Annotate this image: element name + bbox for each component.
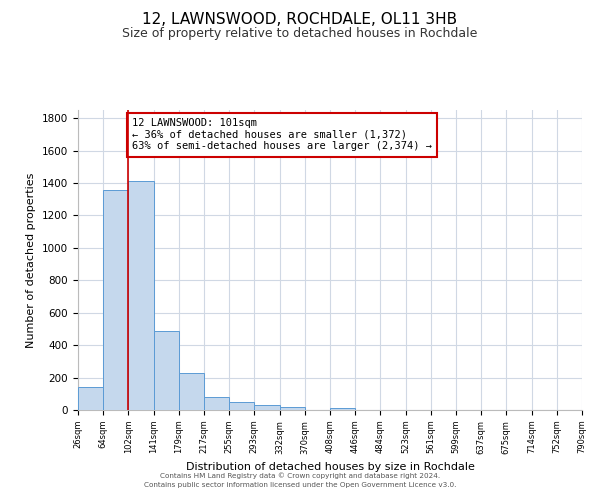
Bar: [254, 405, 280, 410]
Bar: [280, 407, 305, 410]
Text: Contains HM Land Registry data © Crown copyright and database right 2024.
Contai: Contains HM Land Registry data © Crown c…: [144, 472, 456, 488]
Bar: [103, 190, 128, 410]
X-axis label: Distribution of detached houses by size in Rochdale: Distribution of detached houses by size …: [185, 462, 475, 472]
Text: Size of property relative to detached houses in Rochdale: Size of property relative to detached ho…: [122, 28, 478, 40]
Bar: [78, 388, 103, 410]
Bar: [154, 330, 179, 410]
Bar: [330, 408, 355, 410]
Bar: [179, 372, 204, 410]
Bar: [229, 402, 254, 410]
Bar: [128, 180, 154, 410]
Y-axis label: Number of detached properties: Number of detached properties: [26, 172, 37, 348]
Text: 12, LAWNSWOOD, ROCHDALE, OL11 3HB: 12, LAWNSWOOD, ROCHDALE, OL11 3HB: [142, 12, 458, 28]
Text: 12 LAWNSWOOD: 101sqm
← 36% of detached houses are smaller (1,372)
63% of semi-de: 12 LAWNSWOOD: 101sqm ← 36% of detached h…: [132, 118, 432, 152]
Bar: [204, 397, 229, 410]
